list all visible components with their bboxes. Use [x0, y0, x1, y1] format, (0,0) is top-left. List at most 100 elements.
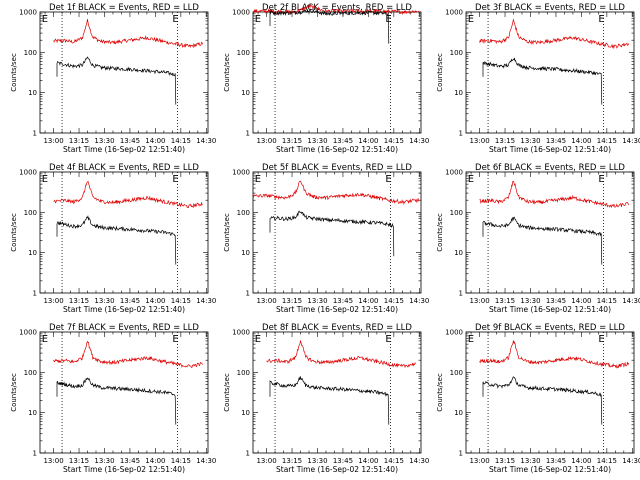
- x-axis-label: Start Time (16-Sep-02 12:51:40): [489, 305, 611, 314]
- x-tick-label: 13:30: [520, 457, 540, 465]
- x-tick-label: 13:45: [120, 297, 140, 305]
- e-marker: E: [42, 174, 48, 185]
- y-tick-label: 1: [33, 450, 37, 458]
- x-tick-label: 13:30: [520, 297, 540, 305]
- x-tick-label: 14:00: [358, 297, 378, 305]
- y-tick-label: 1: [246, 130, 250, 138]
- x-axis-label: Start Time (16-Sep-02 12:51:40): [489, 465, 611, 474]
- x-tick-label: 14:15: [171, 297, 191, 305]
- x-tick-label: 13:30: [94, 137, 114, 145]
- x-tick-label: 13:15: [69, 137, 89, 145]
- x-tick-label: 14:30: [622, 297, 640, 305]
- y-tick-label: 10: [28, 89, 37, 97]
- y-tick-label: 1000: [445, 169, 463, 177]
- y-tick-label: 10: [454, 249, 463, 257]
- x-tick-label: 14:30: [196, 297, 216, 305]
- y-axis-label: Counts/sec: [223, 373, 231, 412]
- x-tick-label: 14:30: [409, 297, 429, 305]
- y-tick-label: 10: [28, 409, 37, 417]
- plot-frame: [39, 331, 209, 454]
- y-tick-label: 10: [241, 89, 250, 97]
- y-tick-label: 100: [237, 209, 250, 217]
- events-series-line: [269, 210, 395, 257]
- plot-frame: [252, 171, 422, 294]
- x-tick-label: 14:15: [597, 457, 617, 465]
- x-tick-label: 13:45: [333, 457, 353, 465]
- events-series-line: [269, 376, 390, 425]
- chart-panel: Det 7f BLACK = Events, RED = LLD 1 10 100 10…: [10, 323, 216, 474]
- x-tick-label: 13:30: [307, 297, 327, 305]
- events-series-line: [482, 376, 603, 425]
- chart-title: Det 8f BLACK = Events, RED = LLD: [262, 323, 412, 333]
- x-tick-label: 13:15: [282, 137, 302, 145]
- y-tick-label: 1000: [19, 9, 37, 17]
- e-marker: E: [385, 174, 391, 185]
- chart-title: Det 9f BLACK = Events, RED = LLD: [475, 323, 625, 333]
- x-axis-label: Start Time (16-Sep-02 12:51:40): [276, 465, 398, 474]
- lld-series-line: [53, 19, 204, 49]
- x-tick-label: 13:30: [94, 297, 114, 305]
- y-tick-label: 100: [24, 369, 37, 377]
- events-series-line: [482, 216, 603, 265]
- e-marker: E: [172, 174, 178, 185]
- y-tick-label: 10: [241, 409, 250, 417]
- x-tick-label: 14:30: [409, 457, 429, 465]
- e-marker: E: [255, 174, 261, 185]
- e-marker: E: [468, 14, 474, 25]
- y-tick-label: 1: [33, 130, 37, 138]
- events-series-line: [269, 8, 390, 44]
- y-axis-label: Counts/sec: [10, 373, 18, 412]
- events-series-line: [56, 215, 177, 265]
- x-tick-label: 14:00: [145, 457, 165, 465]
- x-axis-label: Start Time (16-Sep-02 12:51:40): [63, 305, 185, 314]
- x-tick-label: 13:15: [69, 297, 89, 305]
- x-tick-label: 13:00: [256, 297, 276, 305]
- x-tick-label: 13:45: [333, 297, 353, 305]
- y-tick-label: 100: [450, 49, 463, 57]
- x-tick-label: 13:30: [307, 457, 327, 465]
- y-tick-label: 1000: [232, 329, 250, 337]
- e-marker: E: [42, 334, 48, 345]
- x-tick-label: 14:00: [145, 297, 165, 305]
- y-axis-label: Counts/sec: [223, 213, 231, 252]
- e-marker: E: [385, 334, 391, 345]
- x-tick-label: 14:00: [145, 137, 165, 145]
- y-tick-label: 1000: [19, 169, 37, 177]
- x-tick-label: 13:45: [333, 137, 353, 145]
- chart-panel: Det 1f BLACK = Events, RED = LLD 1 10 100 10…: [10, 3, 216, 154]
- plot-frame: [39, 11, 209, 134]
- plot-frame: [465, 171, 635, 294]
- events-series-line: [56, 377, 177, 425]
- x-tick-label: 13:00: [469, 297, 489, 305]
- x-tick-label: 13:45: [120, 457, 140, 465]
- e-marker: E: [598, 14, 604, 25]
- plot-frame: [465, 11, 635, 134]
- chart-panel: Det 2f BLACK = Events, RED = LLD 1 10 100 10…: [223, 3, 429, 154]
- x-tick-label: 13:00: [43, 137, 63, 145]
- y-axis-label: Counts/sec: [10, 213, 18, 252]
- x-tick-label: 13:45: [120, 137, 140, 145]
- x-tick-label: 13:15: [282, 297, 302, 305]
- x-tick-label: 13:45: [546, 457, 566, 465]
- lld-series-line: [479, 340, 630, 369]
- x-axis-label: Start Time (16-Sep-02 12:51:40): [63, 465, 185, 474]
- events-series-line: [56, 56, 177, 105]
- y-axis-label: Counts/sec: [223, 53, 231, 92]
- y-tick-label: 10: [454, 89, 463, 97]
- y-tick-label: 100: [237, 49, 250, 57]
- plot-frame: [39, 171, 209, 294]
- x-tick-label: 13:45: [546, 137, 566, 145]
- y-tick-label: 1000: [445, 9, 463, 17]
- x-tick-label: 13:30: [520, 137, 540, 145]
- chart-title: Det 5f BLACK = Events, RED = LLD: [262, 163, 412, 173]
- x-tick-label: 13:15: [495, 137, 515, 145]
- y-tick-label: 100: [450, 369, 463, 377]
- plot-frame: [465, 331, 635, 454]
- plot-frame: [252, 331, 422, 454]
- chart-title: Det 7f BLACK = Events, RED = LLD: [49, 323, 199, 333]
- x-tick-label: 14:30: [409, 137, 429, 145]
- x-tick-label: 13:45: [546, 297, 566, 305]
- y-axis-label: Counts/sec: [10, 53, 18, 92]
- y-axis-label: Counts/sec: [436, 373, 444, 412]
- x-tick-label: 13:15: [282, 457, 302, 465]
